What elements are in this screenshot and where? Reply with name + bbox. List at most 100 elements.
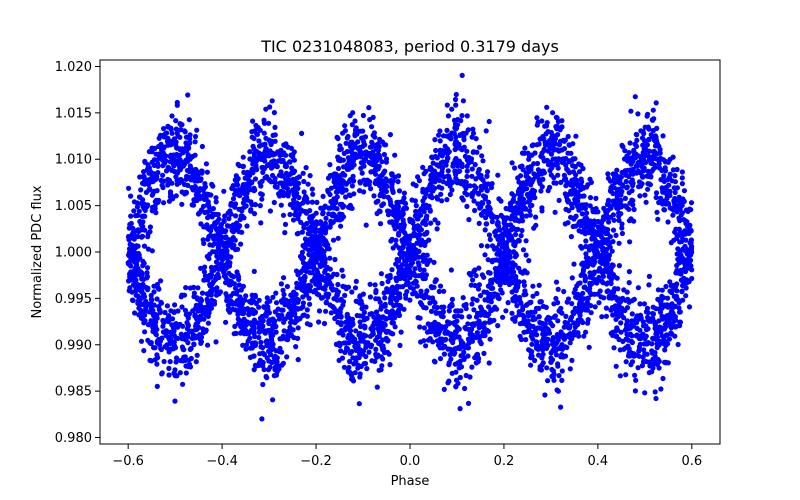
- data-point: [480, 177, 486, 183]
- data-point: [663, 342, 669, 349]
- data-point: [343, 140, 349, 146]
- data-point: [628, 108, 634, 114]
- data-point: [436, 329, 442, 335]
- data-point: [338, 178, 344, 184]
- data-point: [637, 301, 643, 307]
- data-point: [307, 287, 313, 293]
- data-point: [419, 293, 425, 299]
- data-point: [658, 195, 664, 201]
- data-point: [614, 196, 620, 202]
- data-point: [653, 190, 660, 196]
- data-point: [452, 141, 458, 147]
- data-point: [335, 281, 341, 288]
- data-point: [431, 259, 437, 265]
- data-point: [204, 209, 211, 215]
- data-point: [371, 193, 377, 199]
- data-point: [272, 184, 278, 190]
- data-point: [530, 336, 536, 342]
- data-point: [477, 338, 483, 344]
- data-point: [515, 175, 521, 181]
- data-point: [555, 118, 562, 125]
- data-point: [671, 185, 677, 191]
- data-point: [376, 296, 382, 302]
- data-point: [683, 207, 690, 213]
- data-point: [475, 358, 481, 365]
- data-point: [628, 161, 634, 167]
- data-point: [362, 142, 368, 148]
- data-point: [348, 149, 354, 155]
- data-point: [425, 260, 431, 266]
- data-point: [393, 214, 399, 220]
- data-point: [583, 329, 589, 335]
- data-point: [190, 308, 196, 314]
- data-point: [380, 337, 386, 343]
- data-point: [340, 332, 346, 338]
- data-point: [215, 211, 221, 218]
- data-point: [357, 319, 363, 325]
- data-point: [554, 126, 560, 132]
- data-point: [638, 154, 644, 160]
- data-point: [679, 169, 686, 175]
- data-point: [147, 186, 153, 192]
- data-point: [433, 332, 439, 338]
- data-point: [476, 220, 482, 226]
- data-point: [199, 290, 206, 296]
- data-point: [306, 247, 312, 253]
- data-point: [331, 196, 337, 202]
- data-point: [277, 152, 283, 158]
- data-point: [660, 375, 666, 382]
- data-point: [574, 321, 580, 327]
- data-point: [209, 281, 215, 287]
- data-point: [240, 200, 246, 206]
- data-point: [128, 213, 134, 219]
- data-point: [419, 302, 425, 308]
- data-point: [586, 344, 592, 350]
- data-point: [615, 286, 621, 292]
- data-point: [140, 197, 146, 203]
- data-point: [198, 265, 204, 271]
- data-point: [341, 364, 347, 370]
- data-point: [343, 187, 349, 193]
- data-point: [288, 306, 294, 312]
- data-point: [619, 169, 625, 176]
- data-point: [295, 325, 301, 331]
- data-point: [537, 180, 543, 187]
- data-point: [383, 176, 389, 182]
- data-point: [359, 135, 365, 141]
- data-point: [531, 161, 537, 167]
- data-point: [598, 231, 604, 237]
- data-point: [611, 345, 617, 351]
- data-point: [542, 321, 549, 327]
- data-point: [213, 339, 219, 345]
- data-point: [661, 173, 667, 179]
- data-point: [525, 319, 531, 325]
- data-point: [281, 275, 287, 281]
- data-point: [510, 316, 516, 322]
- data-point: [393, 261, 399, 267]
- data-point: [637, 193, 643, 199]
- data-point: [511, 242, 517, 248]
- data-point: [524, 322, 530, 329]
- data-point: [256, 329, 262, 335]
- data-point: [212, 233, 218, 239]
- data-point: [459, 195, 465, 201]
- data-point: [472, 162, 478, 168]
- data-point: [466, 217, 472, 223]
- data-point: [221, 273, 228, 279]
- data-point: [316, 272, 322, 278]
- data-point: [136, 312, 142, 318]
- data-point: [423, 272, 429, 278]
- data-point: [299, 256, 305, 262]
- data-point: [477, 293, 484, 299]
- data-point: [555, 165, 561, 171]
- data-point: [555, 132, 561, 138]
- data-point: [310, 245, 316, 251]
- data-point: [606, 252, 613, 258]
- data-point: [465, 345, 471, 351]
- data-point: [379, 159, 385, 165]
- data-point: [496, 267, 502, 273]
- data-point: [461, 349, 467, 355]
- data-point: [527, 177, 533, 183]
- data-point: [263, 106, 269, 112]
- data-point: [541, 146, 547, 152]
